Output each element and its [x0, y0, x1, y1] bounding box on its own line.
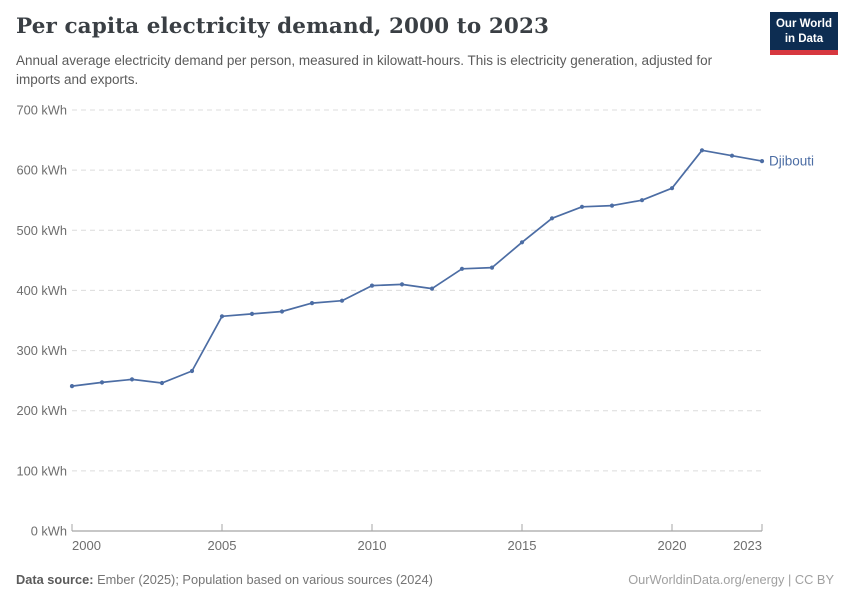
y-axis-tick-label: 700 kWh — [16, 103, 67, 118]
y-axis-tick-label: 500 kWh — [16, 223, 67, 238]
data-point-marker — [729, 153, 735, 158]
data-point-marker — [219, 314, 225, 319]
y-axis-tick-label: 100 kWh — [16, 463, 67, 478]
data-line — [71, 149, 763, 387]
data-point-marker — [69, 384, 75, 389]
y-axis-tick-label: 300 kWh — [16, 343, 67, 358]
data-point-marker — [159, 380, 165, 386]
data-point-marker — [519, 240, 525, 245]
data-point-marker — [699, 148, 705, 153]
data-point-marker — [549, 216, 555, 221]
owid-logo: Our World in Data — [769, 12, 838, 56]
data-point-marker — [369, 283, 375, 288]
data-point-marker — [639, 198, 645, 203]
data-point-marker — [669, 186, 675, 191]
data-point-marker — [399, 282, 405, 287]
data-source-text: Ember (2025); Population based on variou… — [93, 572, 433, 587]
data-point-marker — [279, 309, 285, 314]
x-axis-tick-label: 2020 — [658, 538, 687, 553]
owid-logo-line1: Our World — [775, 18, 832, 30]
y-axis-tick-label: 200 kWh — [16, 403, 67, 418]
data-source-label: Data source: — [16, 572, 94, 587]
y-axis-tick-label: 0 kWh — [31, 524, 67, 539]
data-point-marker — [489, 265, 495, 270]
x-axis-tick-label: 2015 — [508, 538, 537, 553]
chart-footer: Data source: Ember (2025); Population ba… — [16, 572, 834, 587]
data-point-marker — [189, 368, 195, 374]
data-point-marker — [249, 311, 255, 316]
x-axis-tick-label: 2005 — [208, 538, 237, 553]
chart-title: Per capita electricity demand, 2000 to 2… — [16, 14, 550, 39]
x-axis-tick-label: 2000 — [72, 538, 101, 553]
data-point-marker — [459, 266, 465, 271]
data-point-marker — [609, 203, 615, 208]
data-source-note: Data source: Ember (2025); Population ba… — [16, 572, 433, 587]
data-point-marker — [579, 204, 585, 209]
owid-logo-line2: in Data — [784, 32, 824, 45]
x-axis-tick-label: 2023 — [733, 538, 762, 553]
chart-subtitle: Annual average electricity demand per pe… — [16, 53, 713, 88]
series-label: Djibouti — [769, 154, 814, 169]
license-credit: OurWorldinData.org/energy | CC BY — [628, 572, 834, 587]
data-point-marker — [129, 377, 135, 382]
data-point-marker — [99, 380, 105, 385]
data-point-marker — [759, 159, 765, 164]
data-point-marker — [309, 301, 315, 306]
data-point-marker — [429, 286, 435, 291]
x-axis-tick-label: 2010 — [358, 538, 387, 553]
data-point-marker — [339, 298, 345, 303]
y-axis-tick-label: 600 kWh — [16, 163, 67, 178]
y-axis-tick-label: 400 kWh — [16, 283, 67, 298]
